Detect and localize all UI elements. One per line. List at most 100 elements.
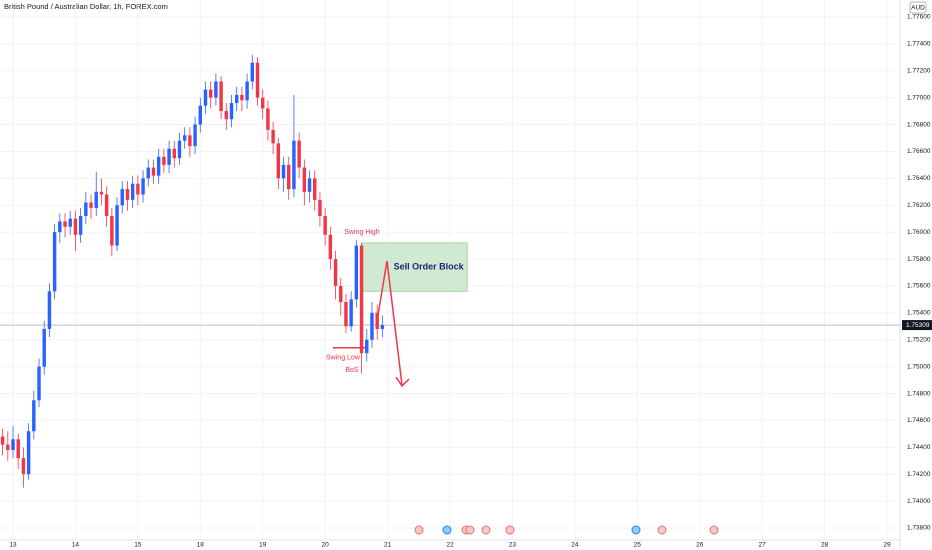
x-tick-label: 28: [821, 542, 829, 549]
candle-body: [120, 189, 124, 206]
x-tick-label: 27: [759, 542, 767, 549]
candle-body: [42, 328, 46, 367]
y-tick-label: 1.73800: [907, 525, 931, 532]
candle-body: [11, 439, 15, 451]
y-tick-label: 1.74600: [907, 417, 931, 424]
y-tick-label: 1.76400: [907, 175, 931, 182]
candle-body: [281, 164, 286, 179]
candle-body: [73, 218, 78, 235]
event-icon: [414, 525, 424, 535]
candle-body: [78, 216, 83, 235]
y-tick-label: 1.75600: [907, 283, 931, 290]
y-tick-label: 1.75000: [907, 363, 931, 370]
x-tick-label: 21: [384, 542, 392, 549]
event-icon: [481, 525, 491, 535]
candle-body: [136, 183, 140, 195]
x-tick-label: 23: [509, 542, 517, 549]
candle-body: [250, 62, 255, 82]
y-tick-label: 1.77400: [907, 41, 931, 48]
currency-box: [909, 1, 927, 14]
event-icon: [709, 525, 719, 535]
candle-body: [198, 105, 203, 125]
y-tick-label: 1.74200: [907, 471, 931, 478]
x-tick-label: 18: [197, 542, 205, 549]
candle-body: [234, 94, 239, 104]
candle-body: [318, 199, 322, 216]
candle-body: [214, 81, 218, 98]
candle-body: [339, 285, 343, 303]
x-tick-label: 19: [259, 542, 267, 549]
candle-body: [240, 94, 244, 101]
y-tick-label: 1.76800: [907, 121, 931, 128]
y-tick-label: 1.76200: [907, 202, 931, 209]
candle-body: [333, 259, 338, 286]
x-tick-label: 13: [9, 542, 17, 549]
x-tick-label: 24: [571, 542, 579, 549]
candle-body: [16, 439, 20, 459]
candle-body: [328, 234, 333, 260]
x-tick-label: 26: [696, 542, 704, 549]
event-icon: [505, 525, 515, 535]
candle-body: [68, 218, 72, 227]
event-icon: [657, 525, 667, 535]
y-tick-label: 1.76600: [907, 148, 931, 155]
swing-high-label: Swing High: [344, 229, 380, 236]
y-tick-label: 1.77600: [907, 14, 931, 21]
candle-body: [58, 221, 62, 233]
candle-body: [115, 205, 119, 246]
y-tick-label: 1.76000: [907, 229, 931, 236]
candle-body: [151, 167, 156, 176]
arrow-head: [395, 376, 410, 388]
candle-body: [110, 216, 114, 246]
order-block-label: Sell Order Block: [394, 261, 465, 271]
x-tick-label: 22: [446, 542, 454, 549]
candle-body: [375, 312, 379, 329]
projection-arrow: [377, 260, 403, 386]
y-tick-label: 1.77200: [907, 67, 931, 74]
event-icon: [465, 525, 475, 535]
x-tick-label: 25: [634, 542, 642, 549]
candle-body: [297, 140, 301, 168]
order-block-zone: [361, 242, 468, 292]
x-tick-label: 14: [72, 542, 80, 549]
chart-title: British Pound / Australian Dollar, 1h, F…: [4, 2, 168, 11]
candle-body: [177, 140, 182, 159]
candle-body: [365, 339, 369, 354]
candle-body: [47, 291, 52, 329]
y-tick-label: 1.75800: [907, 256, 931, 263]
candle-body: [63, 221, 67, 227]
candle-body: [6, 444, 10, 451]
candle-body: [125, 189, 130, 200]
candle-body: [84, 202, 88, 216]
x-tick-label: 29: [883, 542, 891, 549]
candle-body: [162, 156, 166, 165]
candle-body: [0, 436, 5, 445]
candle-body: [52, 232, 57, 292]
candle-body: [89, 202, 93, 208]
candle-body: [172, 148, 176, 159]
candle-body: [271, 129, 275, 144]
y-tick-label: 1.74000: [907, 498, 931, 505]
candle-body: [32, 400, 36, 432]
last-price-label: 1.75309: [906, 322, 930, 329]
y-tick-label: 1.74800: [907, 390, 931, 397]
swing-low-label: Swing Low: [326, 355, 361, 362]
candle-body: [344, 302, 348, 327]
candle-body: [94, 191, 98, 208]
y-tick-label: 1.74400: [907, 444, 931, 451]
bos-label: BoS: [345, 367, 359, 374]
candle-body: [313, 178, 317, 200]
event-icon: [631, 525, 641, 535]
candle-body: [229, 103, 234, 120]
candle-body: [276, 143, 281, 179]
candle-body: [323, 216, 327, 235]
candle-body: [307, 178, 312, 192]
candle-body: [167, 148, 171, 165]
candle-body: [156, 156, 161, 176]
candle-body: [261, 97, 265, 109]
candle-body: [99, 191, 104, 195]
candle-body: [193, 124, 197, 147]
y-tick-label: 1.75400: [907, 310, 931, 317]
candle-body: [146, 167, 150, 179]
